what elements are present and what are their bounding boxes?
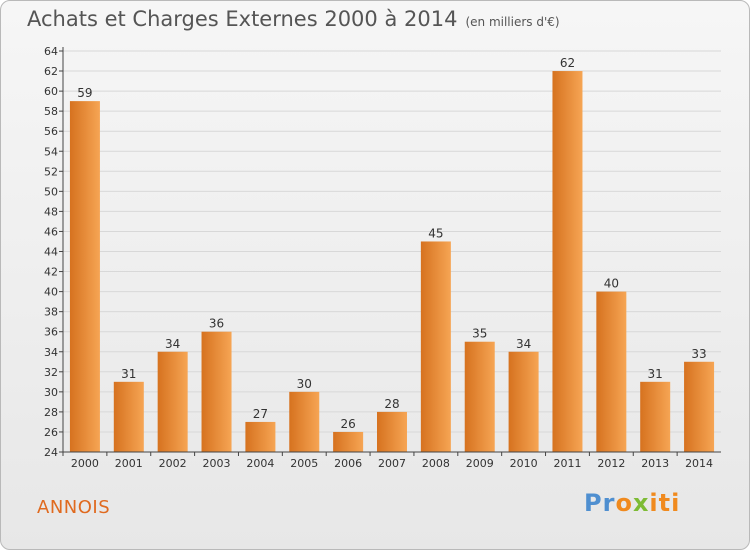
y-tick-label: 52 xyxy=(44,165,58,178)
bar-value-labels: 59 31 34 36 27 30 26 28 45 35 34 62 40 31 33 xyxy=(77,56,706,431)
proxiti-logo: Proxiti xyxy=(584,489,680,517)
bar-value-label: 31 xyxy=(648,367,663,381)
y-tick-label: 56 xyxy=(44,125,58,138)
bar xyxy=(464,341,495,452)
y-tick-label: 62 xyxy=(44,65,58,78)
x-tick-label: 2001 xyxy=(115,457,143,470)
bar xyxy=(289,391,320,452)
y-tick-label: 30 xyxy=(44,386,58,399)
bar xyxy=(69,101,100,452)
bar xyxy=(377,411,407,452)
chart-title-text: Achats et Charges Externes 2000 à 2014 xyxy=(27,7,458,31)
x-tick-label: 2013 xyxy=(641,457,669,470)
bar-value-label: 33 xyxy=(691,347,706,361)
bar-value-label: 40 xyxy=(604,277,619,291)
y-tick-label: 50 xyxy=(44,185,58,198)
place-name: ANNOIS xyxy=(37,497,111,518)
bar-value-label: 36 xyxy=(209,317,224,331)
bar xyxy=(684,361,715,452)
y-tick-label: 26 xyxy=(44,426,58,439)
y-tick-label: 48 xyxy=(44,205,58,218)
y-tick-label: 60 xyxy=(44,85,58,98)
x-tick-label: 2010 xyxy=(510,457,538,470)
bar xyxy=(596,291,627,452)
bar xyxy=(508,351,539,452)
bar-value-label: 45 xyxy=(428,226,443,240)
logo-part-4: iti xyxy=(649,489,681,517)
y-axis-ticks: 24 26 28 30 32 34 36 38 40 42 44 46 48 50 52 54 56 58 60 62… xyxy=(44,45,63,459)
bar-value-label: 27 xyxy=(253,407,268,421)
y-tick-label: 64 xyxy=(44,45,58,58)
y-tick-label: 44 xyxy=(44,246,58,259)
x-tick-label: 2000 xyxy=(71,457,99,470)
x-tick-label: 2005 xyxy=(290,457,318,470)
y-tick-label: 34 xyxy=(44,346,58,359)
bar-value-label: 59 xyxy=(77,86,92,100)
logo-part-2: o xyxy=(615,489,633,517)
chart-title: Achats et Charges Externes 2000 à 2014 (e… xyxy=(27,7,560,31)
logo-part-3: x xyxy=(632,489,650,517)
logo-part-1: Pr xyxy=(584,489,616,517)
bar xyxy=(420,241,451,452)
y-tick-label: 32 xyxy=(44,366,58,379)
x-tick-label: 2007 xyxy=(378,457,406,470)
bars xyxy=(69,71,715,453)
bar-value-label: 34 xyxy=(165,337,180,351)
y-tick-label: 36 xyxy=(44,326,58,339)
x-tick-label: 2011 xyxy=(553,457,581,470)
bar xyxy=(113,381,144,452)
x-tick-label: 2012 xyxy=(597,457,625,470)
bar-value-label: 35 xyxy=(472,327,487,341)
x-axis-ticks: 2000 2001 2002 2003 2004 2005 2006 2007 2008 2009… xyxy=(62,452,713,470)
bar-value-label: 28 xyxy=(384,397,399,411)
bar-value-label: 30 xyxy=(297,377,312,391)
axes xyxy=(62,47,721,453)
x-tick-label: 2006 xyxy=(334,457,362,470)
x-tick-label: 2014 xyxy=(685,457,713,470)
y-tick-label: 42 xyxy=(44,266,58,279)
bar xyxy=(640,381,671,452)
x-tick-label: 2008 xyxy=(422,457,450,470)
bar-value-label: 62 xyxy=(560,56,575,70)
y-tick-label: 46 xyxy=(44,225,58,238)
bar xyxy=(245,421,276,452)
chart-subtitle: (en milliers d'€) xyxy=(465,15,560,29)
y-tick-label: 58 xyxy=(44,105,58,118)
bar xyxy=(552,71,583,453)
y-tick-label: 24 xyxy=(44,446,58,459)
y-tick-label: 28 xyxy=(44,406,58,419)
bar-value-label: 26 xyxy=(340,417,355,431)
y-tick-label: 38 xyxy=(44,306,58,319)
bar-value-label: 31 xyxy=(121,367,136,381)
x-tick-label: 2003 xyxy=(203,457,231,470)
bar-value-label: 34 xyxy=(516,337,531,351)
y-tick-label: 54 xyxy=(44,145,58,158)
x-tick-label: 2009 xyxy=(466,457,494,470)
bar xyxy=(201,331,232,452)
bar xyxy=(157,351,188,452)
bar xyxy=(333,431,364,452)
x-tick-label: 2004 xyxy=(246,457,274,470)
x-tick-label: 2002 xyxy=(159,457,187,470)
y-tick-label: 40 xyxy=(44,286,58,299)
